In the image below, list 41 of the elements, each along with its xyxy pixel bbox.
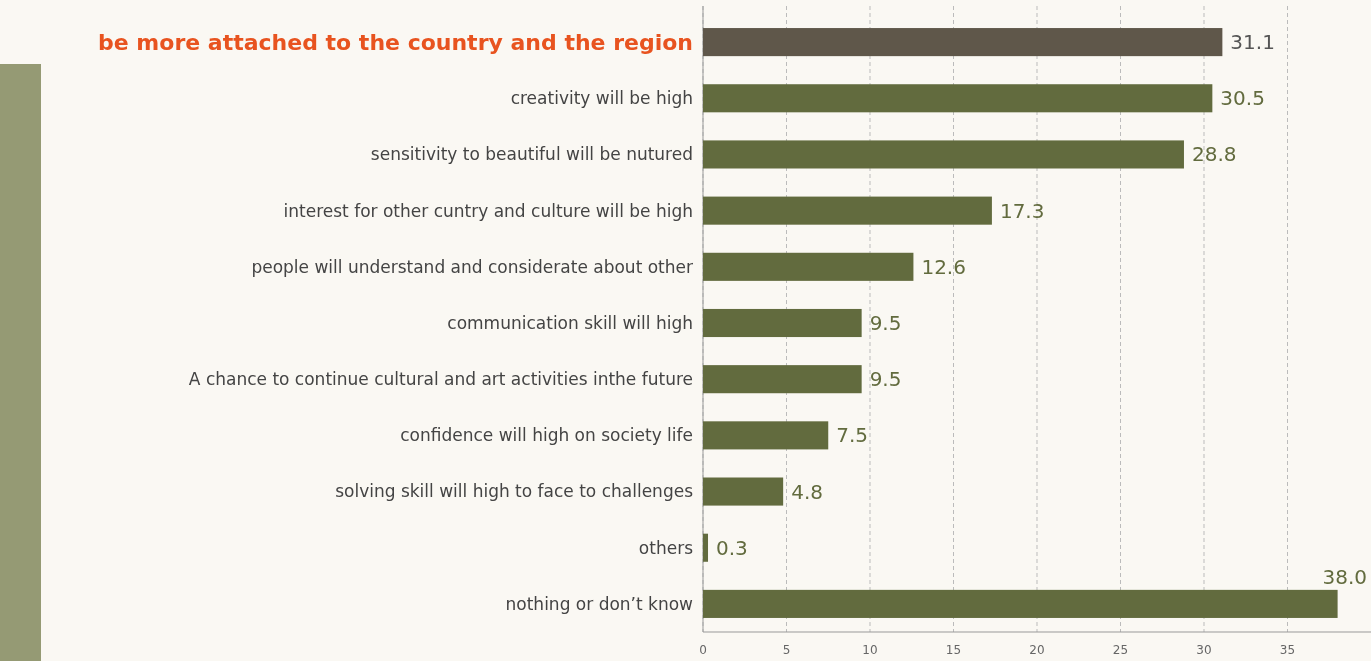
y-tick-label: confidence will high on society life (400, 425, 693, 446)
bar (703, 308, 862, 338)
y-tick-label: others (638, 537, 694, 558)
y-tick-label: nothing or don’t know (505, 593, 694, 614)
x-tick-label: 15 (945, 643, 962, 657)
x-tick-label: 25 (1112, 643, 1129, 657)
bar (703, 421, 829, 450)
data-label: 28.8 (1191, 142, 1237, 167)
x-tick-label: 30 (1196, 643, 1212, 657)
y-tick-label: solving skill will high to face to challenges (335, 481, 694, 502)
bar (703, 589, 1338, 618)
bar (703, 365, 862, 394)
y-tick-label: A chance to continue cultural and art activities inthe future (188, 369, 693, 390)
data-label: 9.5 (869, 311, 902, 335)
data-label: 31.1 (1230, 30, 1275, 55)
bar (703, 196, 992, 225)
y-tick-label: sensitivity to beautiful will be nutured (370, 144, 693, 165)
bar (703, 477, 784, 506)
y-tick-label: people will understand and considerate about other (251, 256, 693, 277)
y-tick-label: interest for other cuntry and culture will be high (283, 200, 693, 221)
data-label: 4.8 (791, 479, 823, 504)
bar (703, 140, 1184, 169)
data-label: 12.6 (921, 254, 966, 279)
data-label: 9.5 (869, 367, 902, 392)
x-tick-label: 5 (782, 643, 791, 657)
x-tick-label: 0 (699, 643, 707, 657)
data-label: 7.5 (836, 423, 869, 448)
bar (703, 252, 914, 281)
x-tick-label: 20 (1029, 643, 1045, 657)
x-tick-label: 10 (862, 643, 878, 657)
bar (703, 28, 1223, 57)
data-label: 38.0 (1322, 564, 1367, 589)
y-tick-label: communication skill will high (447, 312, 693, 333)
bar (703, 84, 1213, 113)
data-label: 17.3 (999, 198, 1045, 223)
data-label: 30.5 (1220, 86, 1265, 111)
y-tick-label: be more attached to the country and the region (98, 29, 693, 55)
bar (703, 533, 709, 562)
y-tick-label: creativity will be high (510, 88, 693, 109)
data-label: 0.3 (716, 535, 748, 560)
x-tick-label: 35 (1279, 643, 1296, 657)
